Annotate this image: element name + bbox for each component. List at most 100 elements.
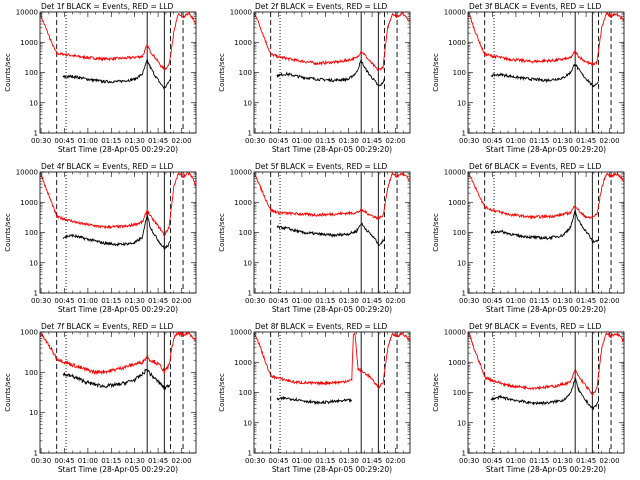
chart-title: Det 3f BLACK = Events, RED = LLD: [469, 2, 602, 11]
y-tick-label: 1000: [20, 39, 38, 47]
x-tick-label: 00:30: [459, 457, 479, 465]
y-tick-label: 1: [462, 130, 466, 138]
x-tick-label: 02:00: [599, 457, 619, 465]
x-tick-label: 02:00: [171, 137, 191, 145]
y-tick-label: 10: [457, 259, 466, 267]
x-tick-label: 01:30: [553, 137, 573, 145]
x-tick-label: 00:30: [245, 137, 265, 145]
x-tick-label: 01:00: [292, 457, 312, 465]
chart-title: Det 9f BLACK = Events, RED = LLD: [469, 322, 602, 331]
x-tick-label: 01:00: [78, 457, 98, 465]
x-axis-label: Start Time (28-Apr-05 00:29:20): [272, 305, 392, 314]
x-tick-label: 01:15: [529, 457, 549, 465]
lld-series-line: [40, 332, 196, 376]
y-tick-label: 10000: [230, 9, 252, 17]
x-tick-label: 01:30: [339, 137, 359, 145]
lld-series-line: [468, 332, 624, 397]
x-tick-label: 02:00: [599, 297, 619, 305]
y-tick-label: 1: [34, 290, 38, 298]
y-tick-label: 10: [29, 259, 38, 267]
x-axis-label: Start Time (28-Apr-05 00:29:20): [486, 305, 606, 314]
events-series-line: [62, 59, 171, 90]
y-tick-label: 10000: [444, 9, 466, 17]
y-axis-label: Counts/sec: [432, 373, 440, 412]
x-axis-label: Start Time (28-Apr-05 00:29:20): [272, 465, 392, 474]
y-tick-label: 10: [457, 99, 466, 107]
y-axis-label: Counts/sec: [4, 213, 12, 252]
y-tick-label: 10000: [16, 9, 38, 17]
y-tick-label: 1: [462, 450, 466, 458]
x-tick-label: 00:30: [245, 457, 265, 465]
plot-frame: [253, 171, 411, 294]
x-tick-label: 01:00: [78, 137, 98, 145]
x-tick-label: 01:30: [125, 297, 145, 305]
chart-panel-7: Det 7f BLACK = Events, RED = LLD 1 10 100 10…: [4, 322, 197, 474]
y-tick-label: 1000: [448, 359, 466, 367]
lld-series-line: [254, 12, 410, 72]
y-axis-label: Counts/sec: [432, 53, 440, 92]
y-tick-label: 100: [453, 229, 466, 237]
x-tick-label: 01:15: [529, 137, 549, 145]
y-tick-label: 1000: [20, 199, 38, 207]
x-tick-label: 01:15: [315, 137, 335, 145]
x-tick-label: 01:15: [529, 297, 549, 305]
y-tick-label: 1: [34, 130, 38, 138]
x-tick-label: 00:45: [54, 137, 74, 145]
x-tick-label: 00:45: [54, 457, 74, 465]
x-tick-label: 02:00: [599, 137, 619, 145]
x-tick-label: 00:45: [482, 297, 502, 305]
x-tick-label: 00:45: [268, 297, 288, 305]
lld-series-line: [40, 172, 196, 237]
chart-panel-2: Det 2f BLACK = Events, RED = LLD 1 10 100 10…: [218, 2, 411, 154]
chart-panel-9: Det 9f BLACK = Events, RED = LLD 1 10 100 10…: [432, 322, 625, 474]
y-tick-label: 100: [239, 229, 252, 237]
y-tick-label: 1000: [234, 359, 252, 367]
x-tick-label: 01:45: [362, 297, 382, 305]
x-tick-label: 01:30: [553, 457, 573, 465]
x-tick-label: 01:30: [125, 137, 145, 145]
x-tick-label: 00:45: [268, 137, 288, 145]
plot-frame: [253, 11, 411, 134]
x-axis-label: Start Time (28-Apr-05 00:29:20): [58, 305, 178, 314]
y-axis-label: Counts/sec: [218, 373, 226, 412]
y-tick-label: 10000: [444, 329, 466, 337]
plot-frame: [39, 331, 197, 454]
x-tick-label: 00:30: [31, 137, 51, 145]
x-tick-label: 01:45: [148, 297, 168, 305]
x-tick-label: 00:30: [31, 297, 51, 305]
x-tick-label: 00:30: [31, 457, 51, 465]
x-tick-label: 01:45: [148, 457, 168, 465]
y-tick-label: 10: [243, 419, 252, 427]
y-tick-label: 100: [453, 69, 466, 77]
chart-panel-4: Det 4f BLACK = Events, RED = LLD 1 10 100 10…: [4, 162, 197, 314]
x-tick-label: 01:00: [506, 457, 526, 465]
chart-panel-5: Det 5f BLACK = Events, RED = LLD 1 10 100 10…: [218, 162, 411, 314]
y-tick-label: 1: [248, 450, 252, 458]
x-tick-label: 01:45: [148, 137, 168, 145]
x-tick-label: 02:00: [385, 137, 405, 145]
x-tick-label: 01:30: [553, 297, 573, 305]
x-tick-label: 00:45: [54, 297, 74, 305]
x-axis-label: Start Time (28-Apr-05 00:29:20): [272, 145, 392, 154]
plot-frame: [39, 11, 197, 134]
x-tick-label: 01:00: [292, 297, 312, 305]
x-tick-label: 01:45: [362, 137, 382, 145]
y-tick-label: 100: [25, 69, 38, 77]
y-tick-label: 10000: [16, 169, 38, 177]
events-series-line: [490, 63, 599, 88]
x-tick-label: 01:30: [339, 457, 359, 465]
x-tick-label: 00:30: [459, 297, 479, 305]
chart-panel-8: Det 8f BLACK = Events, RED = LLD 1 10 100 10…: [218, 322, 411, 474]
x-tick-label: 01:15: [315, 457, 335, 465]
chart-panel-3: Det 3f BLACK = Events, RED = LLD 1 10 100 10…: [432, 2, 625, 154]
y-tick-label: 100: [25, 229, 38, 237]
x-tick-label: 00:30: [245, 297, 265, 305]
lld-series-line: [40, 12, 196, 71]
y-tick-label: 1: [248, 290, 252, 298]
y-tick-label: 1: [462, 290, 466, 298]
x-tick-label: 01:00: [506, 297, 526, 305]
y-tick-label: 10: [29, 409, 38, 417]
x-tick-label: 02:00: [385, 297, 405, 305]
x-tick-label: 02:00: [385, 457, 405, 465]
y-tick-label: 1000: [234, 39, 252, 47]
